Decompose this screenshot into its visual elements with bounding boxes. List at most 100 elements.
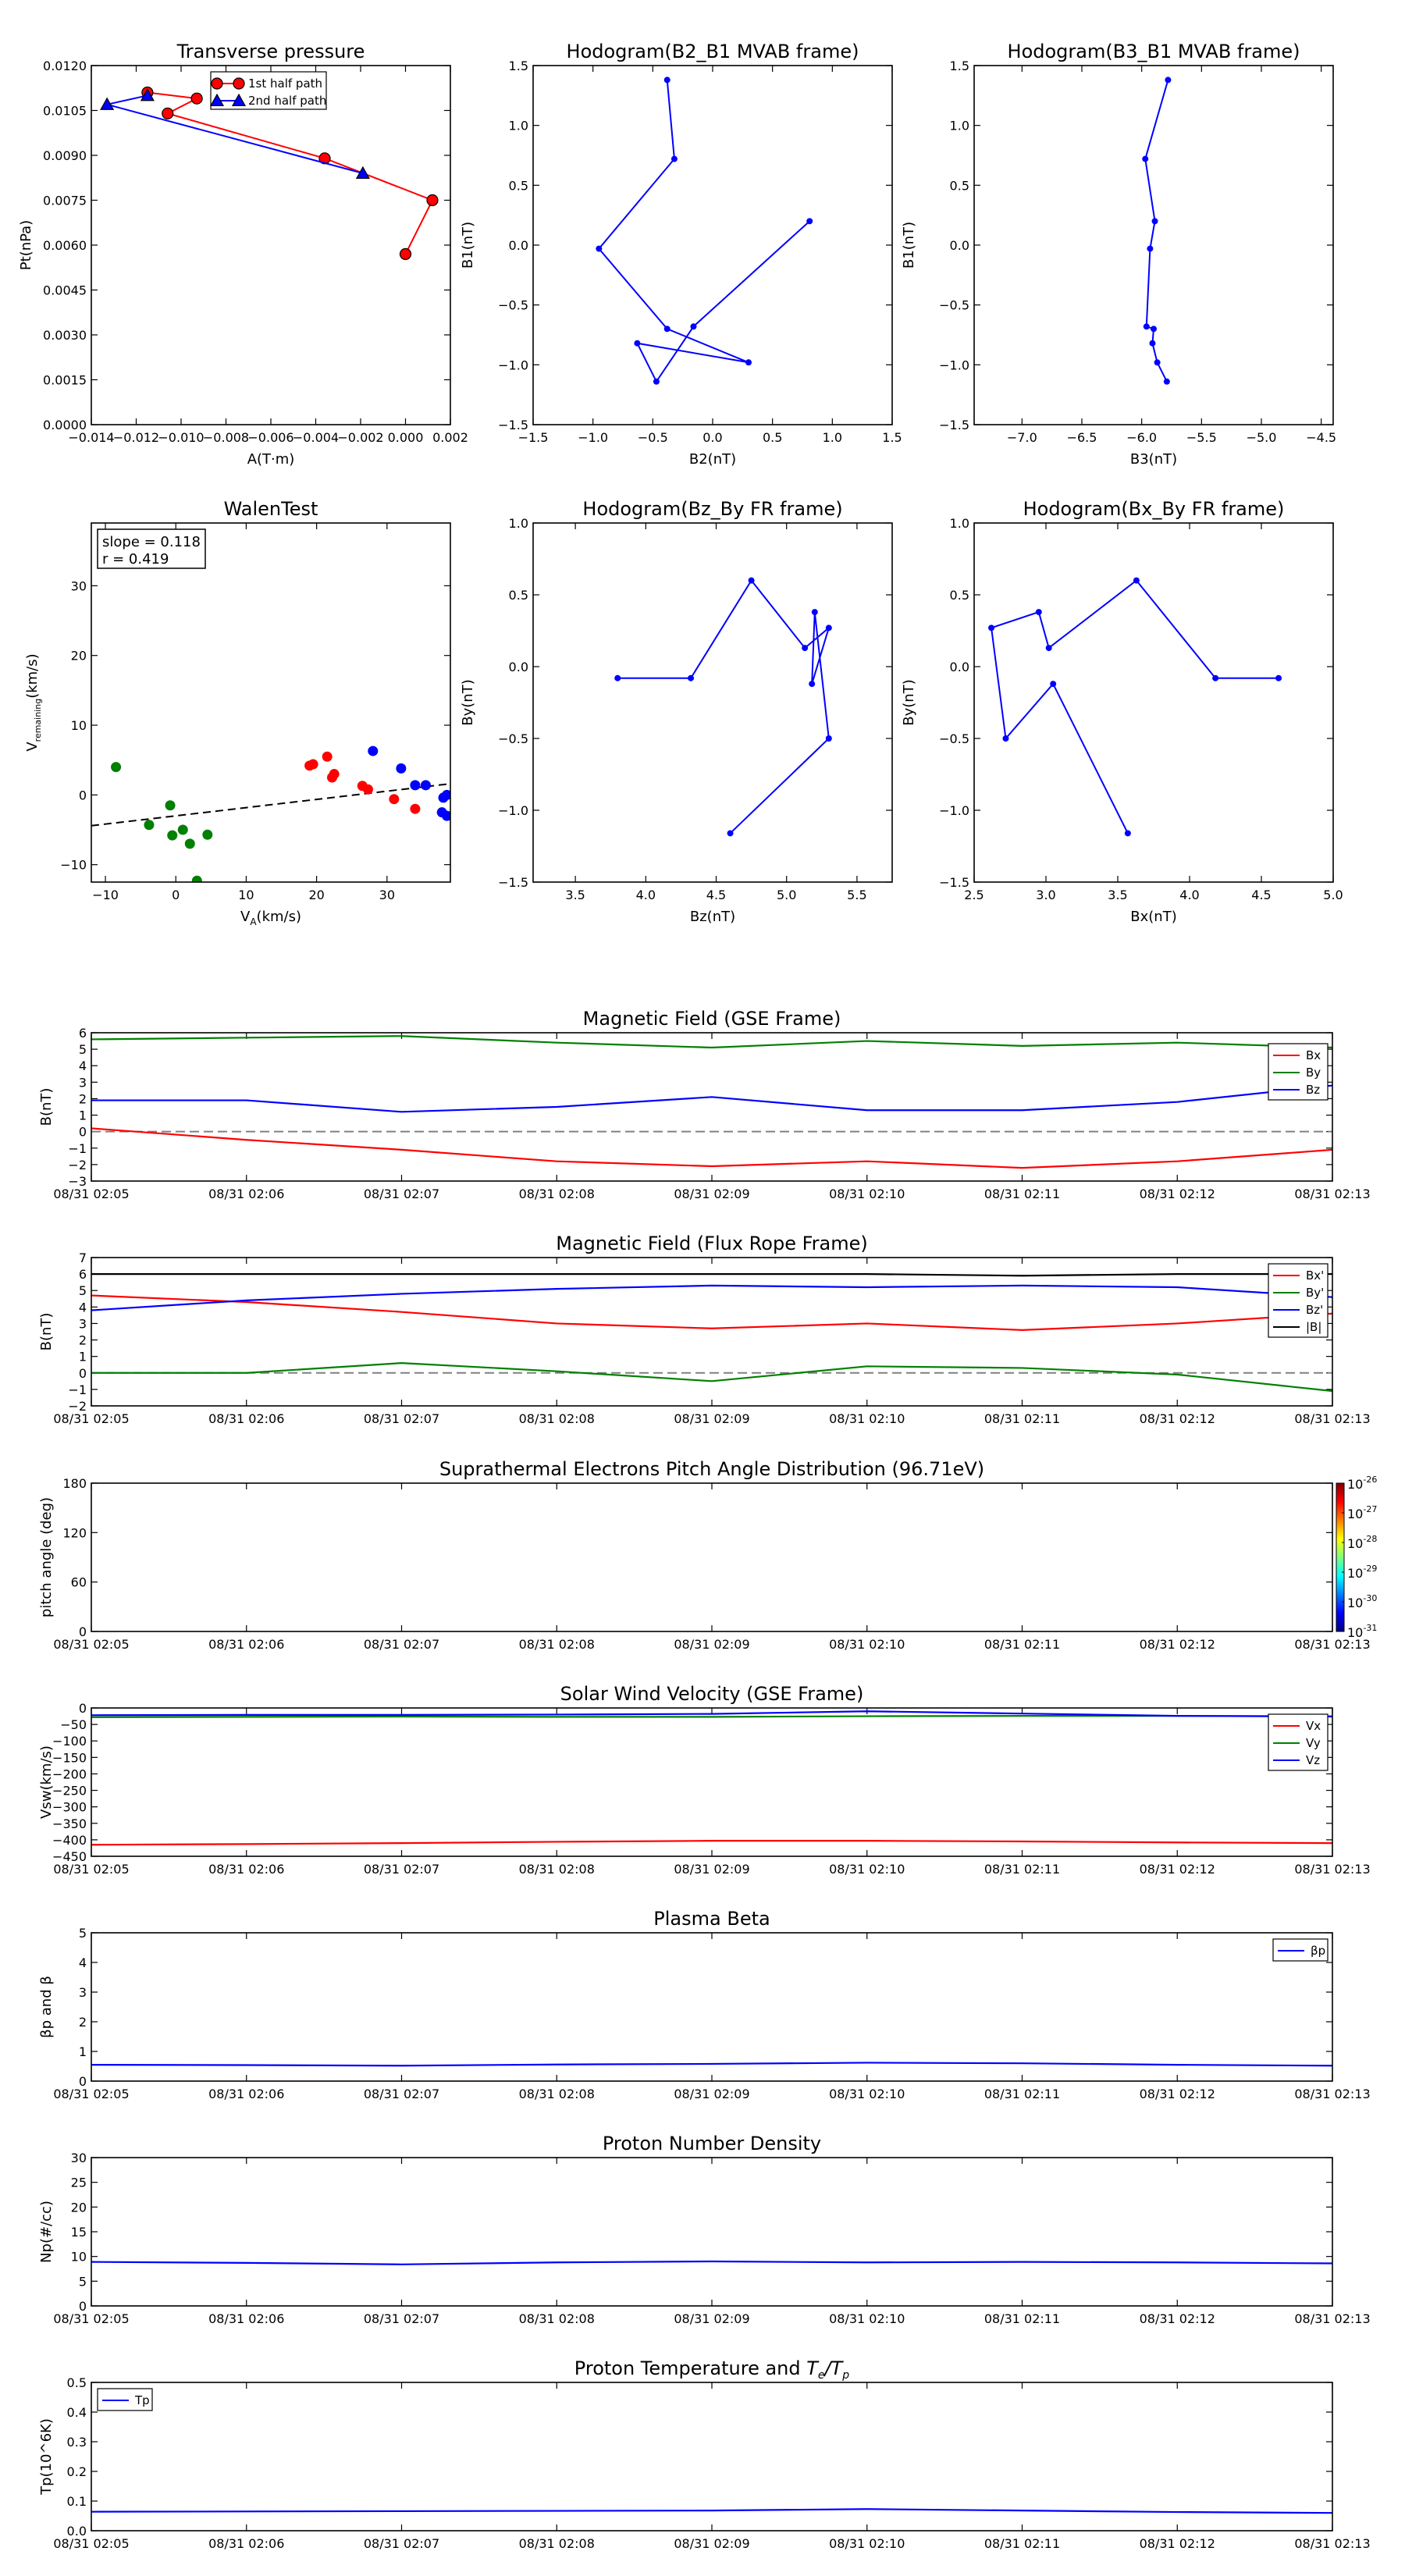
x-tick-label: 08/31 02:12 (1140, 2536, 1215, 2551)
plot-area (91, 1710, 1332, 1846)
y-tick-label: 20 (71, 2200, 87, 2215)
x-tick-label: 08/31 02:07 (364, 1862, 439, 1877)
y-tick-label: −0.5 (498, 298, 528, 313)
y-axis-label-sub: remaining (33, 699, 43, 742)
y-tick-label: 1.5 (950, 59, 969, 73)
data-point (368, 745, 379, 756)
legend-label: Vx (1306, 1719, 1321, 1733)
data-point (165, 800, 176, 811)
x-tick-label: 08/31 02:06 (208, 1411, 284, 1426)
data-point (802, 645, 809, 652)
data-point (690, 323, 697, 330)
y-tick-label: 0.2 (67, 2464, 87, 2479)
data-point (233, 77, 245, 90)
y-tick-label: 0 (79, 1125, 87, 1140)
colorbar-tick-exponent: -31 (1363, 1623, 1377, 1633)
x-tick-label: 5.5 (847, 888, 866, 902)
chart-bxby: Hodogram(Bx_By FR frame) −1.5 −1.0 −0.5 0.0 0… (901, 498, 1343, 925)
y-tick-label: 0.0000 (43, 418, 87, 432)
legend-label: Bx (1306, 1048, 1321, 1062)
data-point (1133, 577, 1140, 584)
y-tick-label: 1.5 (509, 59, 528, 73)
y-tick-label: 0.0030 (43, 328, 87, 343)
x-tick-label: 08/31 02:10 (829, 2536, 905, 2551)
x-tick-label: −5.0 (1247, 430, 1277, 445)
x-tick-label: 08/31 02:06 (208, 1187, 284, 1201)
y-tick-label: −2 (68, 1158, 87, 1172)
data-point (231, 93, 247, 106)
y-tick-label: −1.5 (498, 875, 528, 890)
y-axis-label: βp and β (38, 1976, 55, 2038)
axes-frame (973, 522, 1334, 883)
data-point (596, 245, 603, 252)
x-tick-label: 08/31 02:08 (519, 2087, 595, 2101)
chart-title: Magnetic Field (GSE Frame) (583, 1008, 841, 1030)
x-tick-label: 08/31 02:06 (208, 2536, 284, 2551)
series-line (91, 2062, 1332, 2067)
y-tick-label: −150 (52, 1750, 87, 1765)
x-tick-label: 08/31 02:06 (208, 2311, 284, 2326)
x-axis-label: Bz(nT) (690, 909, 735, 925)
x-tick-label: 08/31 02:07 (364, 2536, 439, 2551)
x-tick-label: 2.5 (964, 888, 984, 902)
y-tick-label: 4 (79, 1955, 87, 1970)
x-tick-label: 08/31 02:05 (53, 2311, 129, 2326)
chart-h21: Hodogram(B2_B1 MVAB frame) −1.5 −1.0 −0.5 0.… (460, 41, 902, 468)
x-tick-label: −0.010 (158, 430, 204, 445)
x-tick-label: 08/31 02:11 (984, 2087, 1060, 2101)
data-point (326, 772, 337, 783)
series-line (1144, 80, 1169, 382)
y-tick-label: −50 (60, 1717, 87, 1732)
fit-line (91, 783, 450, 827)
legend-label: Bz' (1306, 1303, 1323, 1317)
y-axis-label: B(nT) (38, 1088, 55, 1126)
y-tick-label: 0 (79, 788, 87, 802)
x-tick-label: 08/31 02:08 (519, 1187, 595, 1201)
y-tick-label: 1.0 (950, 516, 969, 531)
x-tick-label: 08/31 02:05 (53, 1862, 129, 1877)
y-tick-label: 5 (79, 2274, 87, 2289)
y-tick-label: 1 (79, 2044, 87, 2059)
y-axis-label: Pt(nPa) (18, 220, 34, 270)
plot-area (91, 1273, 1332, 1393)
y-tick-label: −450 (52, 1849, 87, 1864)
y-axis-label: B1(nT) (901, 222, 917, 269)
y-tick-label: 0.0015 (43, 373, 87, 388)
y-tick-label: −0.5 (498, 731, 528, 746)
x-tick-label: −1.5 (518, 430, 549, 445)
colorbar (1336, 1482, 1345, 1632)
y-tick-label: −1.5 (498, 418, 528, 432)
axes-frame (973, 65, 1334, 425)
x-tick-label: 08/31 02:11 (984, 2536, 1060, 2551)
y-tick-label: −400 (52, 1833, 87, 1848)
y-tick-label: 3 (79, 1316, 87, 1331)
legend-label: |B| (1306, 1320, 1321, 1334)
x-tick-label: 08/31 02:13 (1294, 2087, 1370, 2101)
x-tick-label: −0.5 (638, 430, 668, 445)
legend-box (97, 2388, 153, 2411)
axes-frame (91, 1482, 1333, 1632)
data-point (806, 218, 813, 225)
title-math-sub: e (818, 2369, 825, 2382)
data-point (177, 824, 188, 835)
x-tick-label: 08/31 02:08 (519, 1637, 595, 1652)
y-tick-label: −300 (52, 1800, 87, 1815)
series-line (91, 1084, 1332, 1113)
data-point (140, 88, 155, 101)
y-tick-label: 0.0045 (43, 283, 87, 298)
y-tick-label: 3 (79, 1075, 87, 1090)
x-tick-label: 08/31 02:06 (208, 1637, 284, 1652)
data-point (811, 609, 818, 616)
x-tick-label: 08/31 02:05 (53, 2087, 129, 2101)
x-tick-label: 4.0 (636, 888, 656, 902)
x-tick-label: 08/31 02:08 (519, 1862, 595, 1877)
data-point (663, 76, 670, 84)
y-tick-label: 7 (79, 1251, 87, 1265)
y-tick-label: 0.3 (67, 2435, 87, 2450)
y-tick-label: −1.0 (939, 803, 969, 818)
chart-title: Proton Temperature and Te/Tp (574, 2357, 850, 2382)
y-tick-label: −100 (52, 1734, 87, 1749)
x-tick-label: 08/31 02:09 (674, 1411, 749, 1426)
x-tick-label: 08/31 02:13 (1294, 2536, 1370, 2551)
